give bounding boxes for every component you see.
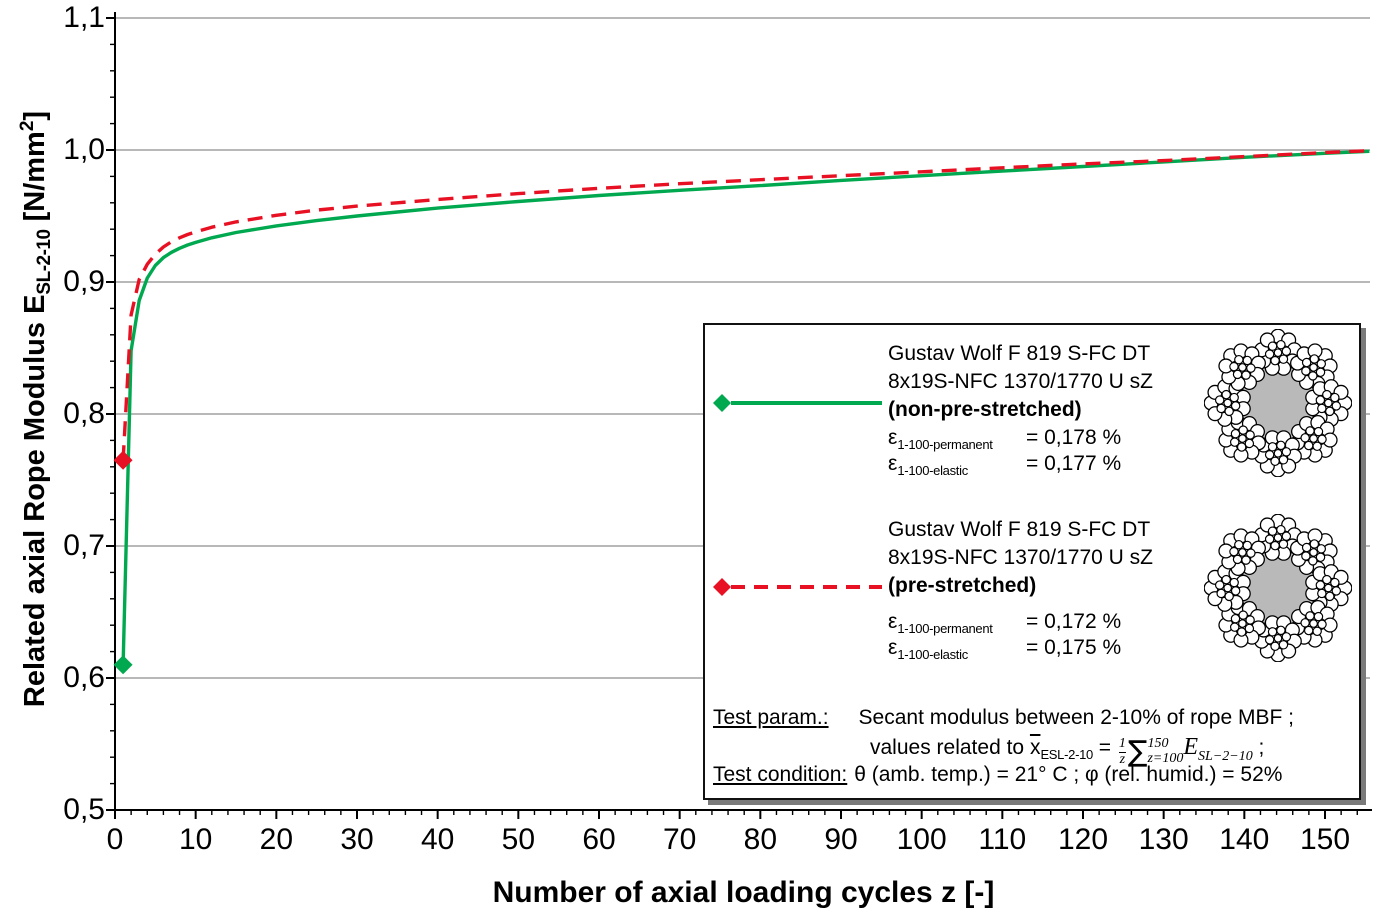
formula-prefix: values related to [870, 736, 1030, 759]
x-axis-title: Number of axial loading cycles z [-] [492, 876, 995, 909]
y-tick-label: 0,7 [63, 529, 105, 562]
legend-entry2-line1: Gustav Wolf F 819 S-FC DT [888, 518, 1151, 541]
x-tick-label: 140 [1219, 823, 1270, 856]
x-tick-label: 20 [259, 823, 294, 856]
test-param-row: Test param.: Secant modulus between 2-10%… [713, 706, 1294, 730]
legend-entry1-line3: (non-pre-stretched) [888, 398, 1082, 421]
epsilon-subscript: 1-100-permanent [897, 437, 993, 452]
rope-cross-section-icon [1203, 513, 1353, 663]
fraction-denominator: z [1118, 752, 1126, 767]
epsilon-permanent-row-1: ε1-100-permanent = 0,178 % [888, 426, 1121, 452]
x-tick-label: 100 [896, 823, 947, 856]
x-tick-label: 150 [1299, 823, 1351, 856]
epsilon-subscript: 1-100-elastic [897, 463, 968, 478]
epsilon-symbol: ε [888, 610, 898, 633]
diamond-marker-icon [713, 578, 731, 596]
x-tick-label: 110 [978, 823, 1027, 856]
epsilon-value: = 0,172 % [1026, 610, 1122, 633]
epsilon-symbol: ε [888, 426, 898, 449]
legend-entry2-line3: (pre-stretched) [888, 574, 1037, 597]
y-tick-label: 0,5 [63, 793, 105, 826]
legend-entry1-line1: Gustav Wolf F 819 S-FC DT [888, 342, 1151, 365]
y-axis-title-superscript: 2 [17, 120, 38, 132]
equals-sign: = [1092, 736, 1117, 759]
legend-box: Gustav Wolf F 819 S-FC DT 8x19S-NFC 1370… [703, 323, 1361, 800]
modulus-symbol: E [1183, 734, 1199, 760]
modulus-subscript: SL−2−10 [1198, 749, 1253, 764]
epsilon-value: = 0,177 % [1026, 452, 1122, 475]
y-tick-label: 0,6 [63, 661, 105, 694]
diamond-marker-icon [713, 394, 731, 412]
epsilon-permanent-row-2: ε1-100-permanent = 0,172 % [888, 610, 1121, 636]
epsilon-elastic-row-2: ε1-100-elastic = 0,175 % [888, 636, 1121, 662]
x-tick-label: 0 [106, 823, 124, 856]
sigma-upper-limit: 150 [1147, 736, 1169, 752]
fraction-numerator: 1 [1118, 736, 1126, 752]
epsilon-value: = 0,175 % [1026, 636, 1122, 659]
sigma-lower-limit: z=100 [1147, 751, 1184, 766]
xbar-subscript: ESL-2-10 [1040, 747, 1093, 762]
legend-sample-pre-stretched [713, 578, 882, 596]
sigma-symbol: ∑ [1127, 734, 1148, 768]
epsilon-symbol: ε [888, 452, 898, 475]
epsilon-elastic-row-1: ε1-100-elastic = 0,177 % [888, 452, 1121, 478]
x-tick-label: 30 [340, 823, 374, 856]
x-tick-label: 10 [178, 823, 213, 856]
x-tick-label: 80 [743, 823, 778, 856]
y-axis-title-close: ] [19, 110, 51, 121]
x-tick-label: 50 [501, 823, 536, 856]
epsilon-symbol: ε [888, 636, 898, 659]
formula-row: values related to xESL-2-10 = 1 z ∑ 150 z=10… [870, 734, 1264, 768]
test-condition-text: θ (amb. temp.) = 21° C ; φ (rel. humid.)… [854, 763, 1283, 786]
rope-cross-section-svg [1203, 513, 1353, 663]
x-tick-label: 120 [1057, 823, 1109, 856]
rope-cross-section-icon [1203, 328, 1353, 478]
y-axis-title-text: Related axial Rope Modulus E [19, 294, 51, 708]
x-tick-label: 70 [662, 823, 697, 856]
test-param-label: Test param.: [713, 706, 829, 729]
curve-non-pre-stretched [121, 149, 1370, 665]
y-tick-label: 0,8 [63, 397, 105, 430]
x-tick-label: 40 [420, 823, 455, 856]
test-condition-row: Test condition: θ (amb. temp.) = 21° C ; … [713, 763, 1282, 787]
curve-pre-stretched [121, 149, 1370, 461]
legend-sample-non-pre-stretched [713, 394, 882, 412]
marker-non-pre-stretched [113, 655, 133, 675]
y-tick-label: 1,1 [63, 0, 105, 34]
epsilon-value: = 0,178 % [1026, 426, 1122, 449]
xbar-symbol: x [1029, 736, 1041, 759]
y-tick-label: 1,0 [63, 133, 105, 166]
test-condition-label: Test condition: [713, 763, 848, 786]
x-tick-label: 130 [1138, 823, 1189, 856]
formula-suffix: ; [1252, 736, 1265, 759]
y-tick-label: 0,9 [63, 265, 105, 298]
rope-cross-section-svg [1203, 328, 1353, 478]
marker-pre-stretched [113, 450, 133, 470]
test-param-text: Secant modulus between 2-10% of rope MBF… [858, 706, 1294, 729]
x-tick-label: 60 [582, 823, 616, 856]
legend-entry1-line2: 8x19S-NFC 1370/1770 U sZ [888, 370, 1153, 393]
legend-entry2-line2: 8x19S-NFC 1370/1770 U sZ [888, 546, 1153, 569]
x-tick-label: 90 [824, 823, 858, 856]
epsilon-subscript: 1-100-elastic [897, 647, 968, 662]
epsilon-subscript: 1-100-permanent [897, 621, 993, 636]
sigma-limits: 150 z=100 [1147, 737, 1183, 766]
